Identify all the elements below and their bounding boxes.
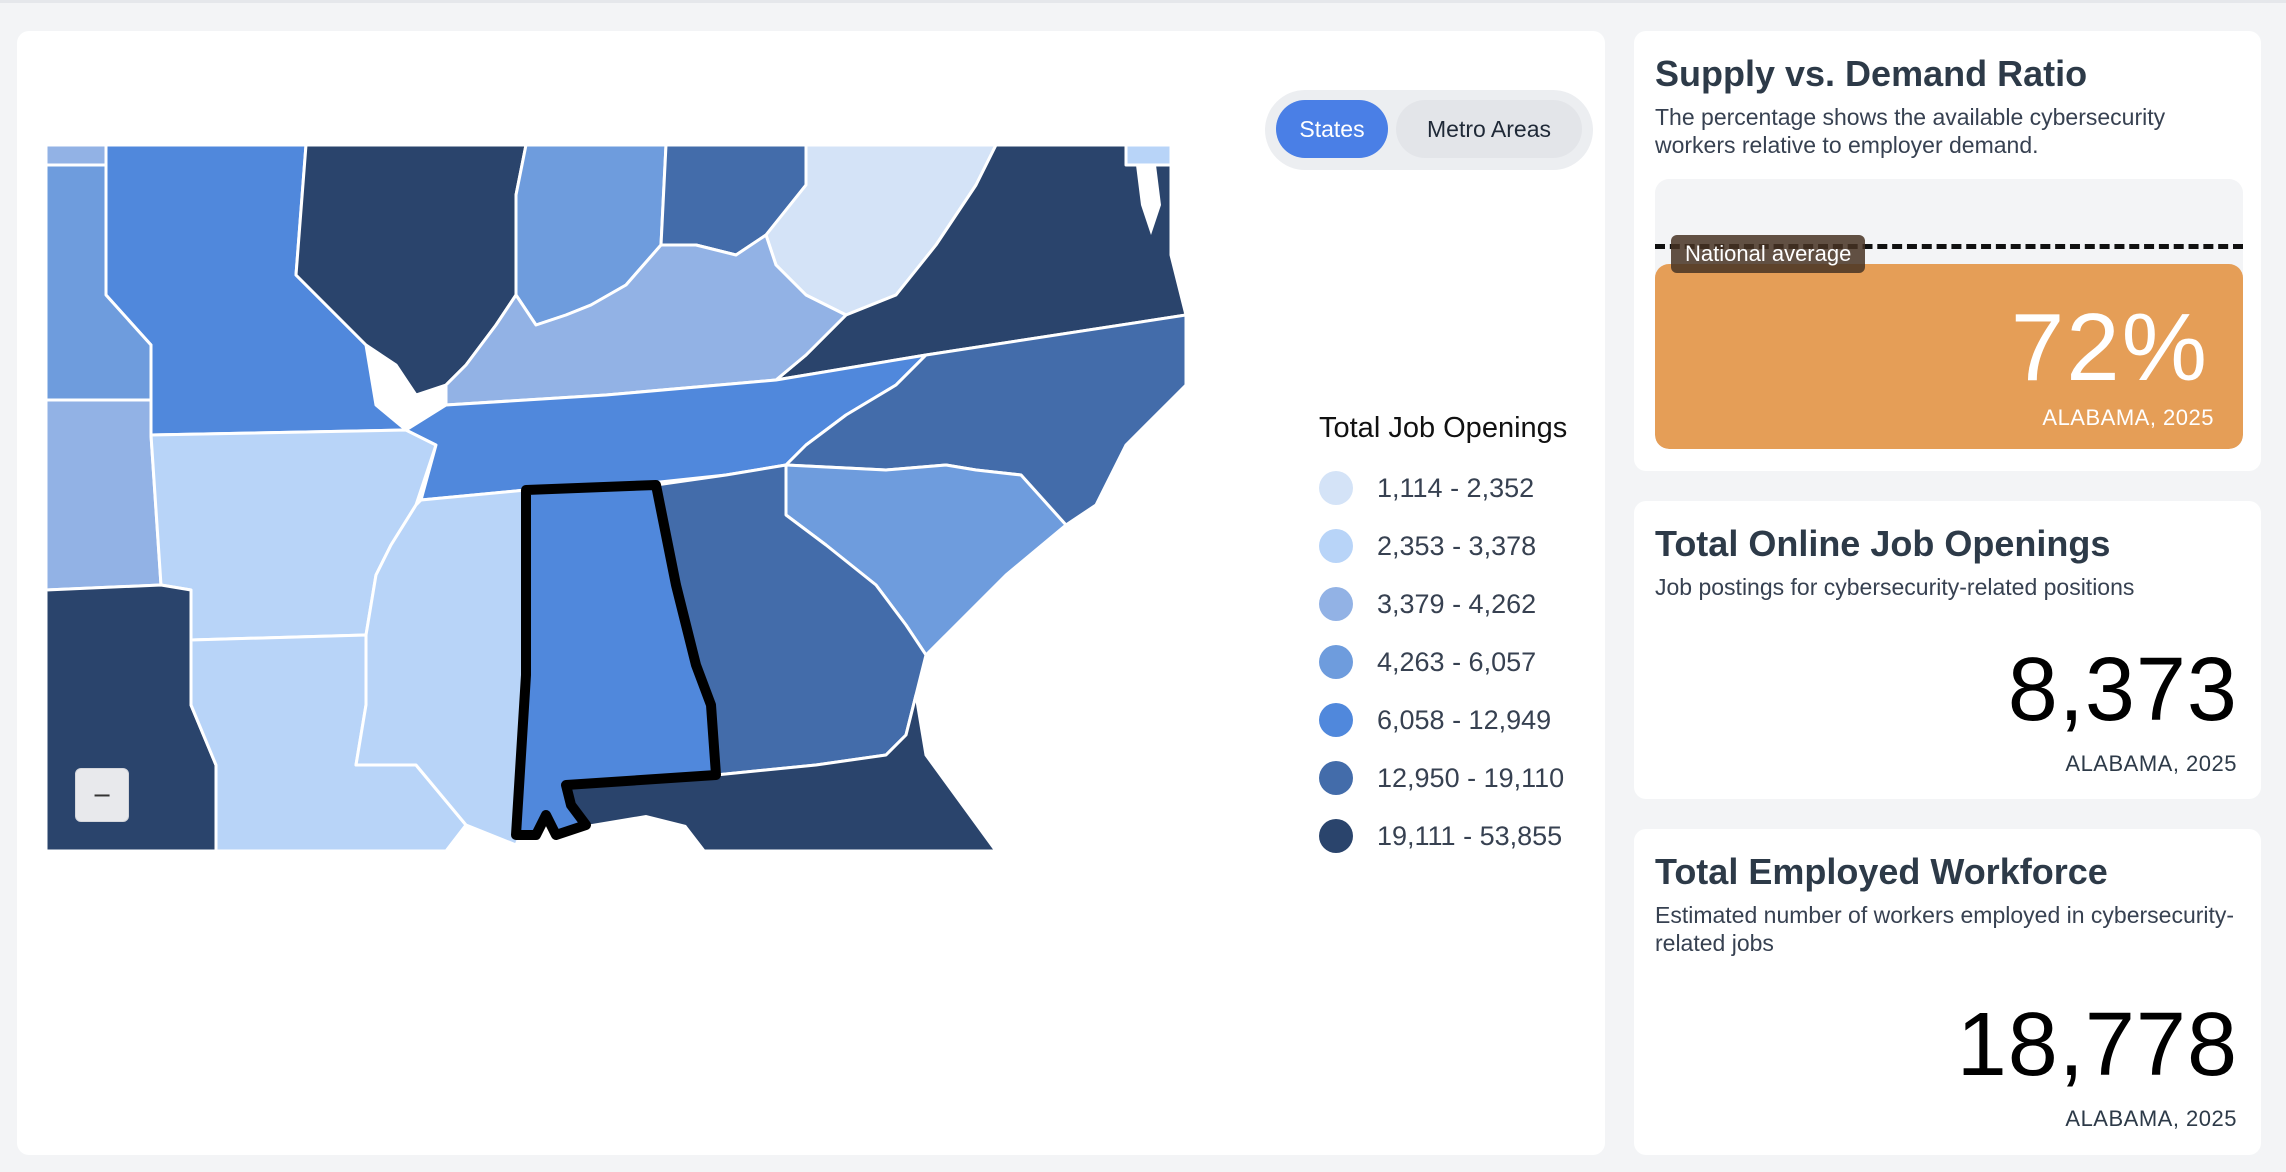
legend-label: 1,114 - 2,352 bbox=[1377, 472, 1535, 503]
job-openings-value: 8,373 bbox=[2007, 640, 2238, 740]
legend-item: 6,058 - 12,949 bbox=[1319, 691, 1595, 749]
legend-item: 19,111 - 53,855 bbox=[1319, 807, 1595, 865]
ratio-caption: ALABAMA, 2025 bbox=[2042, 405, 2214, 430]
ratio-bar: National average 72% ALABAMA, 2025 bbox=[1655, 179, 2243, 449]
job-openings-card: Total Online Job Openings Job postings f… bbox=[1634, 501, 2261, 799]
legend-item: 2,353 - 3,378 bbox=[1319, 517, 1595, 575]
state-kansas bbox=[46, 163, 153, 402]
legend-label: 6,058 - 12,949 bbox=[1377, 704, 1552, 735]
chesapeake-bay bbox=[1136, 165, 1161, 235]
legend-swatch bbox=[1319, 645, 1353, 679]
legend-item: 4,263 - 6,057 bbox=[1319, 633, 1595, 691]
legend-swatch bbox=[1319, 471, 1353, 505]
state-oklahoma bbox=[46, 398, 163, 592]
legend-item: 3,379 - 4,262 bbox=[1319, 575, 1595, 633]
legend-swatch bbox=[1319, 819, 1353, 853]
legend-label: 4,263 - 6,057 bbox=[1377, 646, 1537, 677]
map-card: States Metro Areas bbox=[17, 31, 1605, 1155]
legend-item: 12,950 - 19,110 bbox=[1319, 749, 1595, 807]
gulf-coast bbox=[486, 815, 706, 851]
card-description: Job postings for cybersecurity-related p… bbox=[1655, 574, 2135, 600]
zoom-out-button[interactable]: − bbox=[75, 768, 129, 822]
card-title: Total Online Job Openings bbox=[1655, 523, 2111, 564]
card-description: Estimated number of workers employed in … bbox=[1655, 902, 2235, 956]
card-description: The percentage shows the available cyber… bbox=[1655, 104, 2166, 158]
legend-label: 3,379 - 4,262 bbox=[1377, 588, 1537, 619]
card-title: Supply vs. Demand Ratio bbox=[1655, 53, 2088, 94]
job-openings-caption: ALABAMA, 2025 bbox=[2065, 751, 2237, 776]
legend-label: 2,353 - 3,378 bbox=[1377, 530, 1537, 561]
state-maryland-delaware bbox=[1124, 145, 1173, 167]
ratio-value: 72% bbox=[2010, 294, 2209, 401]
legend-swatch bbox=[1319, 703, 1353, 737]
alabama-highlight-outline bbox=[511, 480, 721, 840]
legend-label: 12,950 - 19,110 bbox=[1377, 762, 1565, 793]
legend-item: 1,114 - 2,352 bbox=[1319, 459, 1595, 517]
national-average-badge: National average bbox=[1671, 235, 1866, 273]
legend-swatch bbox=[1319, 761, 1353, 795]
legend-title: Total Job Openings bbox=[1319, 412, 1568, 444]
workforce-caption: ALABAMA, 2025 bbox=[2065, 1106, 2237, 1131]
legend-swatch bbox=[1319, 529, 1353, 563]
state-nebraska-kansas bbox=[46, 145, 108, 167]
card-title: Total Employed Workforce bbox=[1655, 851, 2108, 892]
choropleth-map[interactable] bbox=[46, 145, 1186, 851]
legend-label: 19,111 - 53,855 bbox=[1377, 820, 1563, 851]
atlantic-ocean bbox=[926, 385, 1186, 851]
region-toggle: States Metro Areas bbox=[1265, 90, 1593, 170]
map-legend: Total Job Openings 1,114 - 2,352 2,353 -… bbox=[1319, 411, 1595, 891]
state-texas bbox=[46, 583, 218, 851]
states-toggle-button[interactable]: States bbox=[1276, 100, 1388, 158]
supply-demand-card: Supply vs. Demand Ratio The percentage s… bbox=[1634, 31, 2261, 471]
metro-areas-toggle-button[interactable]: Metro Areas bbox=[1396, 100, 1582, 158]
national-average-line bbox=[1655, 244, 2243, 249]
legend-swatch bbox=[1319, 587, 1353, 621]
workforce-card: Total Employed Workforce Estimated numbe… bbox=[1634, 829, 2261, 1155]
top-divider bbox=[0, 0, 2286, 3]
workforce-value: 18,778 bbox=[1956, 995, 2238, 1095]
ratio-bar-fill bbox=[1655, 264, 2243, 449]
